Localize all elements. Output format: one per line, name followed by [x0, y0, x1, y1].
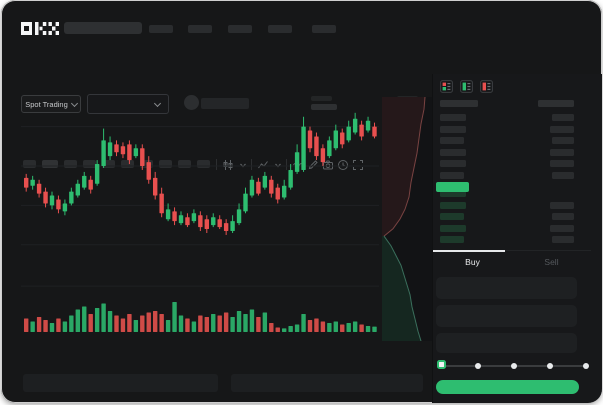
- buy-submit-button[interactable]: [436, 380, 579, 394]
- slider-stop[interactable]: [583, 363, 589, 369]
- price-skeleton: [440, 171, 464, 179]
- amount-skeleton: [552, 236, 574, 243]
- pencil-icon[interactable]: [307, 159, 319, 171]
- timeframe-button[interactable]: [64, 160, 77, 168]
- amount-skeleton: [538, 100, 574, 107]
- price-input[interactable]: [436, 277, 577, 299]
- last-price-bar[interactable]: [436, 182, 469, 192]
- timeframe-button[interactable]: [159, 160, 172, 168]
- amount-skeleton: [552, 213, 574, 220]
- nav-item-skeleton[interactable]: [149, 25, 173, 33]
- volume-chart: [24, 302, 377, 332]
- instrument-bar: Spot Trading: [1, 44, 602, 114]
- price-skeleton: [440, 114, 466, 121]
- stat-label-skeleton: [311, 96, 332, 101]
- nav-item-skeleton[interactable]: [188, 25, 212, 33]
- order-book-panel: Buy Sell: [432, 74, 602, 403]
- price-skeleton: [440, 160, 466, 167]
- slider-stop[interactable]: [475, 363, 481, 369]
- toolbar-divider: [216, 159, 217, 170]
- toolbar-divider: [286, 159, 287, 170]
- price-skeleton: [440, 213, 464, 220]
- book-row[interactable]: [436, 234, 582, 245]
- timeframe-button[interactable]: [178, 160, 191, 168]
- order-book-rows: [433, 98, 591, 250]
- timeframe-button[interactable]: [23, 160, 36, 168]
- nav-item-skeleton[interactable]: [228, 25, 252, 33]
- market-type-selector[interactable]: Spot Trading: [21, 95, 81, 113]
- price-skeleton: [440, 137, 464, 144]
- book-row[interactable]: [436, 223, 582, 234]
- depth-chart: [382, 97, 432, 341]
- book-row[interactable]: [436, 158, 582, 169]
- depth-panel[interactable]: [382, 97, 432, 341]
- timeframe-button[interactable]: [140, 160, 153, 168]
- search-input[interactable]: [64, 22, 142, 34]
- amount-skeleton: [552, 171, 574, 179]
- stat-value-skeleton: [311, 104, 337, 110]
- coin-avatar: [184, 95, 199, 110]
- book-view-toggles: [440, 80, 520, 93]
- amount-skeleton: [550, 125, 574, 133]
- pair-selector[interactable]: [87, 94, 169, 114]
- book-header-row: [436, 98, 582, 109]
- tab-sell[interactable]: Sell: [544, 257, 559, 267]
- book-row[interactable]: [436, 200, 582, 211]
- price-skeleton: [440, 236, 464, 243]
- book-row[interactable]: [436, 188, 582, 199]
- nav-item-skeleton[interactable]: [312, 25, 336, 33]
- book-row[interactable]: [436, 124, 582, 135]
- bottom-tabs: [1, 340, 431, 364]
- book-both-icon[interactable]: [440, 80, 453, 93]
- price-skeleton: [440, 224, 466, 232]
- price-skeleton: [440, 100, 478, 107]
- ticker-stat: [311, 96, 337, 110]
- amount-input[interactable]: [436, 305, 577, 327]
- book-row[interactable]: [436, 147, 582, 158]
- timeframe-button[interactable]: [42, 160, 58, 168]
- buy-tab-underline: [433, 250, 505, 252]
- okx-logo: [21, 22, 59, 35]
- amount-skeleton: [550, 224, 574, 232]
- book-row[interactable]: [436, 211, 582, 222]
- top-bar: [1, 0, 602, 44]
- pair-name-skeleton: [201, 98, 249, 109]
- slider-stop[interactable]: [547, 363, 553, 369]
- market-type-label: Spot Trading: [25, 99, 68, 109]
- book-bids-icon[interactable]: [460, 80, 473, 93]
- amount-skeleton: [552, 137, 574, 144]
- price-skeleton: [440, 201, 466, 209]
- book-row[interactable]: [436, 112, 582, 123]
- amount-skeleton: [550, 201, 574, 209]
- trade-tabs: Buy Sell: [433, 250, 591, 273]
- price-skeleton: [440, 148, 466, 156]
- slider-handle[interactable]: [437, 360, 446, 369]
- orders-panel-skeleton: [23, 374, 218, 392]
- amount-skeleton: [550, 160, 574, 167]
- total-input[interactable]: [436, 333, 577, 353]
- history-panel-skeleton: [231, 374, 423, 392]
- timeframe-button[interactable]: [102, 160, 115, 168]
- toolbar-divider: [251, 159, 252, 170]
- tab-buy[interactable]: Buy: [465, 257, 480, 267]
- price-skeleton: [440, 190, 466, 197]
- slider-stop[interactable]: [511, 363, 517, 369]
- amount-skeleton: [550, 148, 574, 156]
- timeframe-button[interactable]: [83, 160, 96, 168]
- candlestick-chart[interactable]: [21, 101, 379, 298]
- nav-item-skeleton[interactable]: [268, 25, 292, 33]
- price-skeleton: [440, 125, 466, 133]
- timeframe-button[interactable]: [197, 160, 210, 168]
- book-asks-icon[interactable]: [480, 80, 493, 93]
- chart-toolbar: [1, 78, 431, 170]
- timeframe-button[interactable]: [121, 160, 134, 168]
- amount-skeleton: [552, 114, 574, 121]
- fullscreen-icon[interactable]: [352, 159, 364, 171]
- book-row[interactable]: [436, 170, 582, 181]
- book-row[interactable]: [436, 135, 582, 146]
